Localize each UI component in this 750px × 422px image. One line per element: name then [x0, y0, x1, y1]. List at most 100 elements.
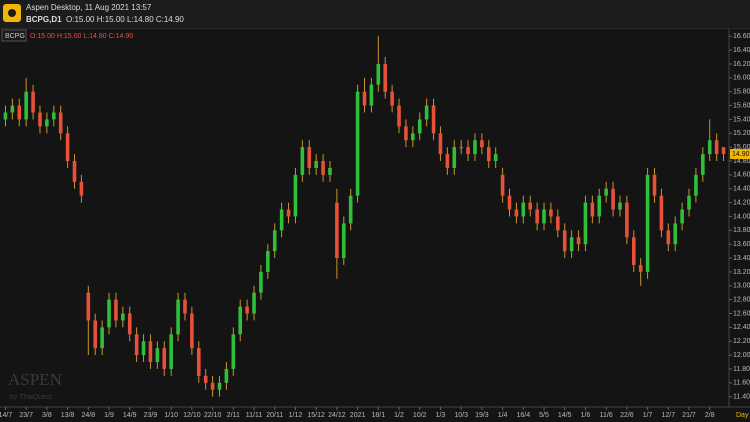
candle-body	[576, 237, 581, 245]
candle-body	[597, 195, 602, 217]
candle-body	[707, 140, 712, 155]
x-tick-label: 1/12	[289, 412, 303, 419]
candle-body	[369, 84, 374, 106]
x-unit: Day	[736, 412, 749, 419]
last-price-label: 14.90	[732, 151, 750, 158]
candle-body	[659, 195, 664, 231]
candle-body	[162, 348, 167, 369]
candle-body	[417, 119, 422, 134]
candle-body	[645, 174, 650, 272]
y-tick-label: 11.40	[733, 394, 750, 401]
y-tick-label: 12.20	[733, 338, 750, 345]
candle-body	[176, 299, 180, 335]
x-tick-label: 15/12	[307, 412, 325, 419]
y-tick-label: 13.60	[733, 241, 750, 248]
candle-body	[618, 202, 622, 210]
y-tick-label: 12.00	[733, 352, 750, 359]
candle-body	[121, 313, 125, 321]
candle-body	[362, 91, 367, 106]
candle-body	[500, 174, 505, 196]
candle-body	[542, 209, 546, 224]
x-tick-label: 1/2	[394, 412, 404, 419]
candle-body	[190, 313, 194, 349]
ohlc: O:15.00 H:15.00 L:14.80 C:14.90	[66, 15, 184, 24]
candle-body	[86, 292, 91, 321]
app-title: Aspen Desktop, 11 Aug 2021 13:57	[26, 3, 152, 12]
x-tick-label: 23/7	[19, 412, 33, 419]
x-tick-label: 11/6	[600, 412, 613, 419]
x-tick-label: 1/6	[581, 412, 591, 419]
y-tick-label: 13.20	[733, 269, 750, 276]
x-tick-label: 20/11	[266, 412, 283, 419]
y-tick-label: 13.40	[733, 255, 750, 262]
candle-body	[535, 209, 539, 224]
x-tick-label: 11/11	[246, 412, 263, 419]
candle-body	[141, 341, 146, 356]
candle-body	[549, 209, 553, 217]
candle-body	[638, 264, 643, 272]
x-tick-label: 1/10	[164, 412, 178, 419]
candle-body	[390, 91, 394, 106]
candle-body	[300, 147, 305, 175]
x-tick-label: 12/10	[183, 412, 201, 419]
candle-body	[556, 216, 560, 231]
candle-body	[210, 382, 215, 390]
candle-body	[631, 237, 636, 265]
candle-body	[183, 299, 187, 314]
x-tick-label: 1/9	[104, 412, 114, 419]
app-icon	[3, 4, 21, 22]
candle-body	[231, 334, 236, 369]
candle-body	[134, 334, 139, 356]
y-tick-label: 14.40	[733, 186, 750, 193]
candle-body	[445, 154, 450, 168]
last-price-tag	[730, 149, 750, 160]
candle-body	[238, 306, 243, 335]
candle-body	[383, 63, 388, 92]
candle-body	[224, 368, 229, 383]
legend-symbol: BCPG	[5, 33, 25, 40]
candle-body	[701, 154, 705, 175]
candle-body	[687, 195, 691, 210]
y-tick-label: 11.80	[733, 366, 750, 373]
candle-body	[252, 292, 256, 314]
candle-body	[24, 91, 28, 120]
candle-body	[51, 112, 56, 120]
candle-body	[314, 161, 318, 168]
candle-body	[217, 382, 222, 390]
symbol-line: BCPG,D1 O:15.00 H:15.00 L:14.80 C:14.90	[26, 15, 184, 24]
candle-body	[562, 230, 567, 252]
candle-body	[480, 140, 484, 148]
x-tick-label: 21/7	[682, 412, 696, 419]
x-tick-label: 19/3	[475, 412, 489, 419]
candle-body	[625, 202, 629, 238]
y-tick-label: 16.40	[733, 47, 750, 54]
title-bar: Aspen Desktop, 11 Aug 2021 13:57 BCPG,D1…	[0, 0, 750, 29]
candle-body	[3, 112, 8, 120]
chart-bg	[0, 29, 750, 422]
watermark-by: by ThaiQuest	[10, 394, 52, 401]
candle-body	[279, 209, 284, 231]
x-tick-label: 18/1	[371, 412, 385, 419]
candle-body	[673, 223, 678, 245]
candle-body	[348, 195, 353, 224]
candle-body	[528, 202, 533, 210]
candle-body	[493, 154, 498, 162]
candle-body	[397, 105, 401, 127]
x-tick-label: 2021	[350, 412, 366, 419]
candle-body	[72, 161, 77, 182]
x-tick-label: 10/3	[454, 412, 468, 419]
candle-body	[148, 341, 153, 363]
candle-body	[100, 327, 104, 349]
candle-body	[93, 320, 98, 349]
candle-body	[514, 209, 519, 217]
y-tick-label: 16.20	[733, 61, 750, 68]
candle-body	[286, 209, 291, 217]
x-tick-label: 24/8	[81, 412, 95, 419]
y-tick-label: 13.00	[733, 283, 750, 290]
candle-body	[721, 147, 726, 155]
candle-body	[65, 133, 70, 162]
candle-body	[196, 348, 201, 376]
x-tick-label: 10/2	[413, 412, 427, 419]
y-tick-label: 12.60	[733, 310, 750, 317]
candle-body	[652, 174, 657, 196]
